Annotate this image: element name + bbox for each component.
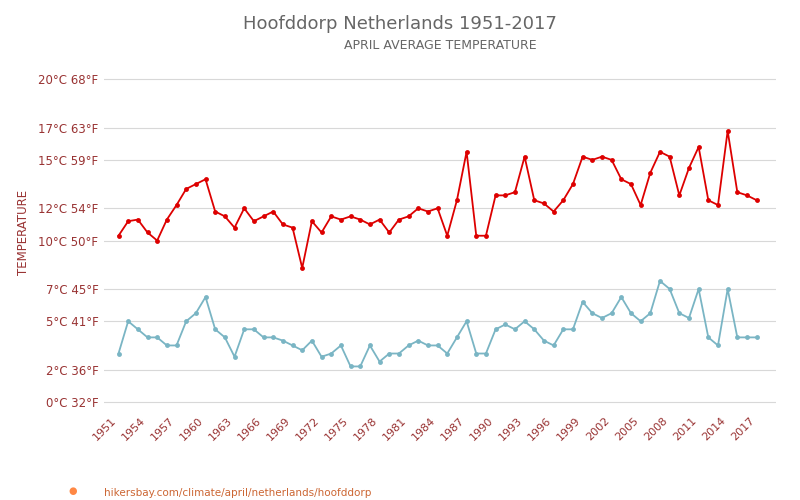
Y-axis label: TEMPERATURE: TEMPERATURE xyxy=(17,190,30,275)
Line: NIGHT: NIGHT xyxy=(116,278,759,369)
DAY xyxy=(723,128,733,134)
NIGHT xyxy=(414,338,423,344)
NIGHT xyxy=(114,350,123,356)
DAY xyxy=(191,181,201,187)
Text: ●: ● xyxy=(68,486,77,496)
NIGHT xyxy=(385,350,394,356)
Text: hikersbay.com/climate/april/netherlands/hoofddorp: hikersbay.com/climate/april/netherlands/… xyxy=(104,488,371,498)
DAY xyxy=(414,206,423,212)
DAY xyxy=(162,216,172,222)
DAY xyxy=(298,265,307,271)
DAY xyxy=(114,232,123,238)
Text: Hoofddorp Netherlands 1951-2017: Hoofddorp Netherlands 1951-2017 xyxy=(243,15,557,33)
Title: APRIL AVERAGE TEMPERATURE: APRIL AVERAGE TEMPERATURE xyxy=(344,40,536,52)
DAY xyxy=(385,230,394,235)
DAY xyxy=(752,197,762,203)
Legend: NIGHT, DAY: NIGHT, DAY xyxy=(349,494,531,500)
NIGHT xyxy=(191,310,201,316)
DAY xyxy=(607,157,617,163)
NIGHT xyxy=(655,278,665,284)
NIGHT xyxy=(752,334,762,340)
NIGHT xyxy=(162,342,172,348)
NIGHT xyxy=(607,310,617,316)
NIGHT xyxy=(346,364,355,370)
NIGHT xyxy=(713,342,722,348)
DAY xyxy=(703,197,713,203)
Line: DAY: DAY xyxy=(116,128,759,270)
